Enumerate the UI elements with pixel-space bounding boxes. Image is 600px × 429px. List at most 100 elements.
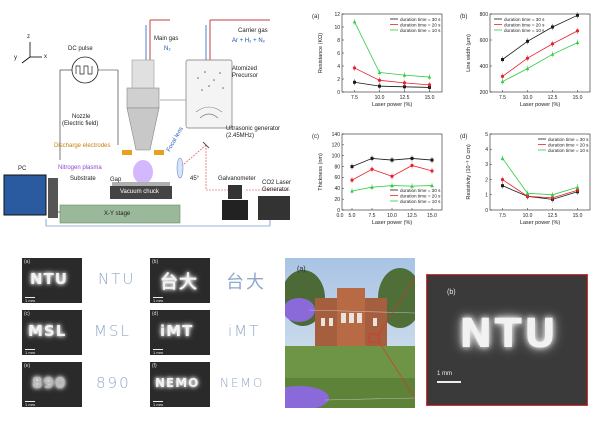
apparatus-schematic: y z x DC pulse Main gas N₂ Carrier gas A…: [0, 0, 300, 228]
chart-a-point: [402, 81, 407, 85]
precursor-label: Precursor: [232, 73, 259, 79]
chart-c-xtick-label: 15.0: [427, 213, 437, 219]
chart-b-series-line-2: [502, 42, 578, 82]
chart-c-point: [430, 183, 434, 188]
chart-b-ytick-label: 600: [480, 38, 489, 44]
co2-generator-label: Generator: [262, 187, 290, 193]
chart-c-legend-label: duration time = 30 s: [400, 188, 441, 193]
micrograph-d-text: iMT: [160, 322, 194, 340]
chart-d-xtick-label: 15.0: [573, 213, 583, 219]
chart-c-point: [410, 156, 414, 160]
chart-d-ylabel: Resistivity (10⁻³ Ω cm): [466, 144, 472, 199]
pattern-b: 台大: [226, 272, 266, 293]
chart-c-ylabel: Thickness (nm): [318, 153, 324, 191]
chart-d-xtick-label: 12.5: [548, 213, 558, 219]
zoom-text: NTU: [459, 311, 559, 357]
angle-label: 45°: [190, 176, 200, 182]
micrograph-d: (d) iMT 1 mm: [150, 310, 210, 355]
pattern-a: NTU: [98, 270, 136, 288]
chart-b-ytick-label: 800: [480, 12, 489, 18]
chart-a-ytick-label: 6: [337, 51, 340, 57]
chart-a-xtick-label: 10.0: [375, 95, 385, 101]
chart-c-legend-label: duration time = 10 s: [400, 199, 441, 204]
micrograph-a-label: (a): [24, 259, 31, 265]
chart-a-ytick-label: 4: [337, 64, 340, 70]
chart-b-legend-label: duration time = 20 s: [504, 22, 545, 27]
micrograph-f-scale: 1 mm: [153, 402, 163, 407]
chart-c-xtick-label: 5.0: [349, 213, 356, 219]
chart-a-xtick-label: 15.0: [425, 95, 435, 101]
chart-d-ytick-label: 2: [485, 177, 488, 183]
chart-a-point: [352, 20, 357, 24]
chart-d-ytick-label: 3: [485, 162, 488, 168]
chart-b-ytick-label: 400: [480, 64, 489, 70]
chart-c-point: [350, 165, 354, 169]
chart-c-point: [430, 169, 434, 173]
discharge-label: Discharge electrodes: [54, 143, 111, 149]
chart-b-point: [500, 79, 505, 84]
chart-a-point: [377, 78, 382, 82]
axis-y-label: y: [14, 55, 17, 61]
photo-panel-label: (a): [297, 266, 306, 273]
micrograph-f: (f) NEMO 1 mm: [150, 362, 210, 407]
chart-b-xtick-label: 12.5: [548, 95, 558, 101]
micrograph-c-scale: 1 mm: [25, 350, 35, 355]
chart-d-legend-label: duration time = 30 s: [548, 137, 589, 142]
main-gas-formula: N₂: [164, 46, 171, 52]
axis-x-label: x: [44, 54, 47, 60]
chart-a-legend-label: duration time = 20 s: [400, 22, 441, 27]
chart-b-ylabel: Line width (μm): [466, 34, 472, 72]
chart-d-legend-label: duration time = 10 s: [548, 148, 589, 153]
chart-c-point: [370, 185, 374, 189]
chart-c-ytick-label: 120: [332, 143, 341, 149]
chart-b-point: [576, 13, 579, 17]
chart-c-ytick-label: 40: [334, 186, 340, 192]
chart-b-point: [575, 29, 580, 33]
chart-b-series-line-0: [502, 14, 578, 60]
chart-c-point: [410, 184, 414, 188]
chart-a-point: [353, 80, 356, 84]
chart-d-series-line-0: [502, 185, 578, 200]
chart-a-legend-label: duration time = 10 s: [400, 28, 441, 33]
chart-c-ytick-label: 20: [334, 197, 340, 203]
chart-d-xlabel: Laser power (%): [520, 220, 561, 226]
chart-a-series-line-2: [354, 21, 430, 78]
micrograph-d-label: (d): [152, 311, 159, 317]
chart-c-point: [370, 156, 374, 160]
chart-b-xlabel: Laser power (%): [520, 102, 561, 108]
chart-c-xtick-extra: 0.0: [337, 213, 344, 219]
chart-c-xtick-label: 12.5: [407, 213, 417, 219]
chart-d-point: [550, 193, 555, 197]
chart-d-point: [500, 156, 505, 160]
micrograph-a-scale: 1 mm: [25, 298, 35, 303]
micrograph-a-text: NTU: [30, 270, 68, 288]
chart-c-legend-label: duration time = 20 s: [400, 193, 441, 198]
substrate-label: Substrate: [70, 176, 96, 182]
ultrasonic-freq-label: (2.45MHz): [226, 133, 255, 139]
atomized-label: Atomized: [232, 66, 258, 72]
chart-d-point: [525, 191, 530, 195]
micrograph-f-scalebar: [153, 401, 163, 402]
chart-b-point: [550, 42, 555, 46]
pattern-c: MSL: [94, 322, 131, 340]
micrograph-b-text: 台大: [160, 272, 198, 293]
chart-a-panel-label: (a): [312, 14, 319, 20]
chart-c-ytick-label: 140: [332, 132, 341, 138]
chart-d-series-line-2: [502, 158, 578, 196]
chart-d-series-line-1: [502, 179, 578, 199]
chart-d-point: [575, 185, 580, 189]
chart-c-point: [370, 167, 374, 171]
chart-c-xtick-label: 7.5: [369, 213, 376, 219]
chart-a-xlabel: Laser power (%): [372, 102, 413, 108]
micrograph-e: (e) 890 1 mm: [22, 362, 82, 407]
chart-a-ytick-label: 2: [337, 77, 340, 83]
micrograph-e-label: (e): [24, 363, 31, 369]
chart-c-panel-label: (c): [312, 134, 319, 140]
chart-c-point: [350, 189, 354, 193]
micrograph-a-scalebar: [25, 297, 35, 298]
chart-c-point: [390, 174, 394, 178]
schematic-drawing: [3, 19, 290, 227]
pc-label: PC: [18, 166, 27, 172]
nozzle-sub-label: (Electric field): [62, 121, 99, 127]
chart-d-point: [501, 184, 504, 188]
